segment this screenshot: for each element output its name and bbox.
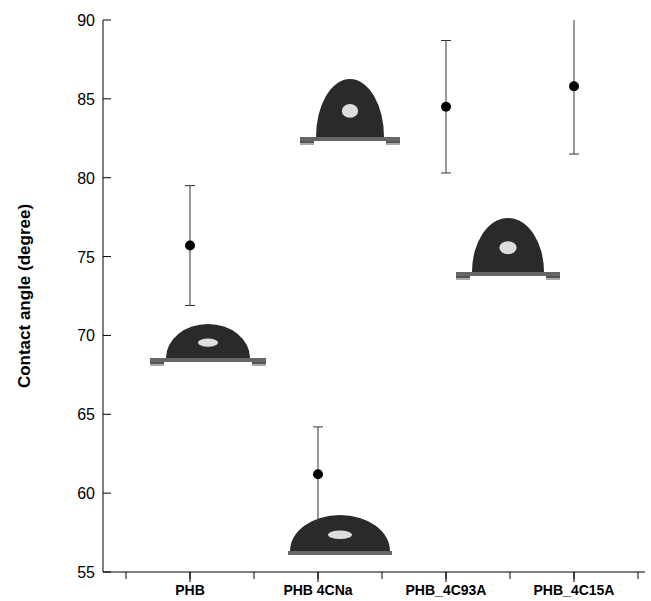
- error-bar: [185, 186, 195, 306]
- error-cap: [313, 521, 323, 522]
- y-tick: [103, 572, 111, 573]
- error-bar: [441, 41, 451, 173]
- substrate-top: [150, 358, 266, 362]
- substrate-top: [288, 551, 392, 555]
- drop-cut: [314, 138, 386, 196]
- y-tick-label: 70: [77, 327, 95, 344]
- droplet-image: [300, 79, 400, 196]
- x-tick: [574, 572, 575, 582]
- x-minor-tick: [254, 572, 255, 579]
- chart: 55 60 65 70 75 80 85 90 PHB PHB 4CNa PHB_4C93A PHB_…: [0, 0, 651, 601]
- point: [441, 102, 451, 112]
- x-axis: [103, 572, 645, 573]
- error-bar: [569, 20, 579, 154]
- substrate-top: [456, 272, 560, 276]
- x-tick-label: PHB: [175, 582, 205, 598]
- y-tick: [103, 493, 111, 494]
- y-axis: [103, 20, 104, 572]
- x-tick: [190, 572, 191, 582]
- y-tick-label: 75: [77, 249, 95, 266]
- drop-highlight: [198, 339, 218, 347]
- x-minor-tick: [510, 572, 511, 579]
- y-tick-label: 60: [77, 485, 95, 502]
- point: [185, 241, 195, 251]
- droplet-image: [456, 218, 560, 327]
- drop-highlight: [499, 241, 516, 254]
- y-tick-label: 85: [77, 91, 95, 108]
- drop-cut: [164, 359, 252, 393]
- y-tick-label: 55: [77, 564, 95, 581]
- error-cap: [185, 185, 195, 186]
- y-tick: [103, 98, 111, 99]
- x-minor-tick: [638, 572, 639, 579]
- x-tick-label: PHB_4C15A: [534, 582, 615, 598]
- error-cap: [441, 172, 451, 173]
- drop-cut: [470, 273, 546, 327]
- y-tick-label: 90: [77, 12, 95, 29]
- error-cap: [313, 426, 323, 427]
- y-axis-title: Contact angle (degree): [15, 204, 34, 388]
- point: [569, 81, 579, 91]
- y-tick: [103, 335, 111, 336]
- error-cap: [185, 305, 195, 306]
- y-tick: [103, 177, 111, 178]
- drop-highlight: [328, 530, 352, 539]
- error-bar: [313, 427, 323, 522]
- point: [313, 469, 323, 479]
- y-tick: [103, 256, 111, 257]
- error-cap: [569, 154, 579, 155]
- y-tick-label: 80: [77, 170, 95, 187]
- droplet-image: [150, 324, 266, 393]
- error-cap: [441, 40, 451, 41]
- droplet-image: [288, 515, 392, 588]
- x-tick-label: PHB_4C93A: [406, 582, 487, 598]
- x-minor-tick: [382, 572, 383, 579]
- x-minor-tick: [126, 572, 127, 579]
- y-tick-label: 65: [77, 406, 95, 423]
- x-tick: [446, 572, 447, 582]
- y-tick: [103, 414, 111, 415]
- x-tick: [318, 572, 319, 582]
- y-tick: [103, 20, 111, 21]
- substrate-top: [300, 137, 400, 141]
- x-tick-label: PHB 4CNa: [283, 582, 352, 598]
- drop-highlight: [342, 104, 358, 118]
- data-group: [185, 20, 579, 522]
